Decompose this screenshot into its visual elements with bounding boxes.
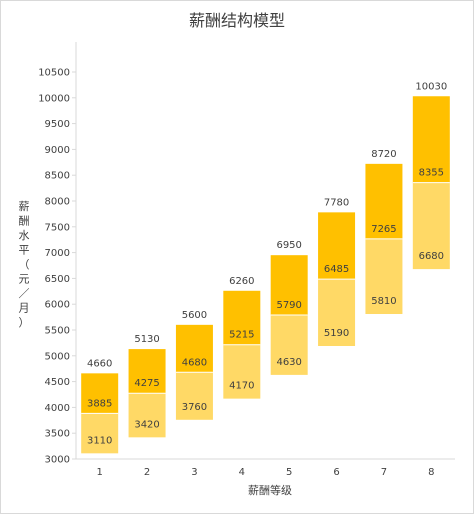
y-tick-label: 4500 xyxy=(45,377,70,388)
y-tick-label: 7500 xyxy=(45,222,70,233)
y-axis-title: 薪酬水平（元／月） xyxy=(19,200,30,329)
y-axis-title-text: 薪酬水平（元／月） xyxy=(19,200,30,329)
bar-upper-range xyxy=(365,163,403,239)
y-tick-label: 3500 xyxy=(45,429,70,440)
y-tick-label: 5000 xyxy=(45,351,70,362)
mid-value-label: 4275 xyxy=(134,378,159,389)
bar-upper-range xyxy=(270,255,308,316)
x-tick-label: 2 xyxy=(144,467,150,478)
x-axis-title: 薪酬等级 xyxy=(248,483,292,497)
max-value-label: 5600 xyxy=(182,310,207,321)
mid-value-label: 5215 xyxy=(229,330,254,341)
y-tick-label: 6500 xyxy=(45,274,70,285)
mid-value-label: 7265 xyxy=(371,224,396,235)
max-value-label: 6950 xyxy=(276,240,301,251)
bar-lower-range xyxy=(270,315,308,375)
mid-value-label: 6485 xyxy=(324,264,349,275)
bar-lower-range xyxy=(175,372,213,420)
y-tick-label: 8000 xyxy=(45,197,70,208)
mid-value-label: 4680 xyxy=(182,357,207,368)
y-tick-label: 7000 xyxy=(45,248,70,259)
bar-lower-range xyxy=(412,182,450,270)
bar-upper-range xyxy=(175,324,213,373)
bar-lower-range xyxy=(318,279,356,346)
min-value-label: 5810 xyxy=(371,296,396,307)
data-labels: 4660 3885 3110 5130 4275 3420 5600 4680 3760 6260… xyxy=(87,81,447,446)
x-tick-label: 5 xyxy=(286,467,292,478)
max-value-label: 10030 xyxy=(415,81,447,92)
y-tick-label: 6000 xyxy=(45,300,70,311)
x-axis-ticks: 1 2 3 4 5 6 7 8 xyxy=(97,467,435,478)
bar-lower-range xyxy=(365,238,403,315)
min-value-label: 5190 xyxy=(324,328,349,339)
y-tick-label: 10000 xyxy=(38,93,70,104)
y-tick-label: 10500 xyxy=(38,68,70,79)
x-tick-label: 8 xyxy=(428,467,434,478)
bar-lower-range xyxy=(81,413,119,454)
bar-lower-range xyxy=(223,344,261,399)
max-value-label: 5130 xyxy=(134,334,159,345)
bar-upper-range xyxy=(318,212,356,280)
max-value-label: 6260 xyxy=(229,276,254,287)
min-value-label: 6680 xyxy=(419,251,444,262)
bars xyxy=(81,96,450,454)
y-tick-label: 4000 xyxy=(45,403,70,414)
min-value-label: 3420 xyxy=(134,419,159,430)
bar-upper-range xyxy=(81,373,119,414)
chart-title: 薪酬结构模型 xyxy=(189,11,285,30)
x-tick-label: 7 xyxy=(381,467,387,478)
y-tick-label: 8500 xyxy=(45,171,70,182)
bar-upper-range xyxy=(412,96,450,183)
bar-upper-range xyxy=(223,290,261,345)
max-value-label: 8720 xyxy=(371,149,396,160)
x-tick-label: 1 xyxy=(97,467,103,478)
x-tick-label: 4 xyxy=(239,467,245,478)
min-value-label: 3110 xyxy=(87,435,112,446)
max-value-label: 4660 xyxy=(87,358,112,369)
y-tick-label: 9500 xyxy=(45,119,70,130)
y-axis-ticks: 3000 3500 4000 4500 5000 5500 6000 6500 7000 7500… xyxy=(38,68,76,466)
bar-upper-range xyxy=(128,349,166,394)
min-value-label: 4630 xyxy=(276,357,301,368)
min-value-label: 3760 xyxy=(182,402,207,413)
x-tick-label: 3 xyxy=(191,467,197,478)
x-tick-label: 6 xyxy=(333,467,339,478)
mid-value-label: 8355 xyxy=(419,168,444,179)
y-tick-label: 5500 xyxy=(45,326,70,337)
max-value-label: 7780 xyxy=(324,197,349,208)
y-tick-label: 3000 xyxy=(45,455,70,466)
y-tick-label: 9000 xyxy=(45,145,70,156)
min-value-label: 4170 xyxy=(229,381,254,392)
mid-value-label: 5790 xyxy=(276,300,301,311)
bar-lower-range xyxy=(128,393,166,438)
mid-value-label: 3885 xyxy=(87,398,112,409)
